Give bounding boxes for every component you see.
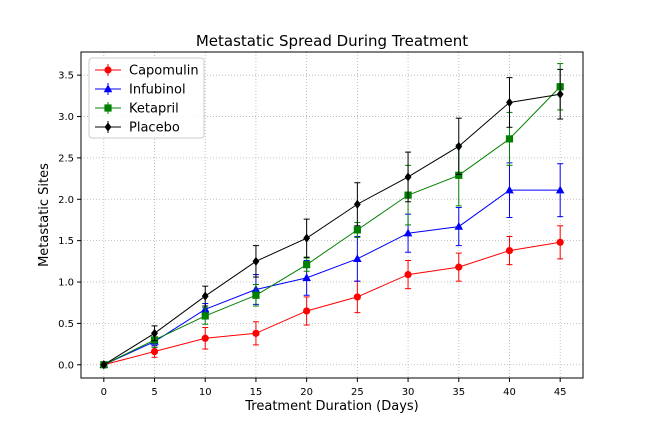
chart-title: Metastatic Spread During Treatment [196, 32, 468, 50]
x-tick-label: 20 [300, 387, 313, 398]
data-point [454, 221, 464, 230]
series-line [103, 93, 561, 366]
x-tick-label: 15 [250, 387, 263, 398]
data-point [150, 347, 159, 356]
legend-box [88, 57, 205, 139]
y-tick-label: 3.0 [58, 112, 74, 123]
data-point [100, 360, 108, 370]
legend-marker [103, 84, 113, 93]
x-tick-label: 30 [402, 387, 415, 398]
series-line [103, 241, 561, 366]
y-tick-label: 0.5 [58, 319, 74, 330]
legend-label: Infubinol [129, 83, 186, 98]
x-tick-label: 45 [554, 387, 567, 398]
data-point [201, 334, 209, 342]
data-series [99, 63, 565, 370]
data-point [353, 226, 361, 234]
legend-item-infubinol: Infubinol [95, 83, 186, 98]
x-axis-label: Treatment Duration (Days) [244, 399, 418, 414]
legend-marker [104, 66, 112, 74]
data-point [505, 185, 514, 194]
plot-frame [80, 51, 584, 379]
legend-item-ketapril: Ketapril [95, 102, 179, 117]
data-point [201, 312, 209, 320]
legend-label: Capomulin [129, 64, 199, 79]
data-point [505, 135, 514, 143]
series-line [103, 86, 561, 366]
legend-label: Placebo [129, 121, 180, 136]
data-point [506, 97, 513, 108]
data-point [303, 307, 311, 315]
data-point [252, 329, 260, 337]
data-point [556, 89, 564, 99]
x-tick-label: 10 [199, 387, 212, 398]
legend: Capomulin Infubinol Ketapril Placebo [88, 57, 205, 139]
y-tick-label: 3.5 [58, 71, 74, 82]
y-tick-label: 1.5 [58, 236, 74, 247]
data-point [353, 293, 361, 301]
data-point [303, 261, 311, 269]
series-line [103, 189, 561, 366]
data-point [201, 291, 209, 301]
data-point [353, 199, 361, 209]
series-infubinol [99, 162, 565, 368]
data-point [505, 246, 514, 255]
x-tick-label: 5 [151, 387, 157, 398]
y-tick-label: 2.0 [58, 195, 74, 206]
legend-item-placebo: Placebo [95, 121, 180, 136]
data-point [555, 185, 565, 194]
axis-ticks: 0 5 10 15 20 25 30 35 40 45 0.0 0.5 1.0 1.5 2.0 2.5 3.0 3… [58, 71, 566, 398]
data-point [403, 228, 413, 237]
x-tick-label: 0 [101, 387, 107, 398]
data-point [455, 263, 463, 271]
legend-item-capomulin: Capomulin [95, 64, 199, 79]
series-placebo [100, 68, 564, 370]
data-point [404, 172, 412, 182]
data-point [302, 273, 311, 282]
x-tick-label: 40 [503, 387, 516, 398]
x-tick-label: 25 [351, 387, 364, 398]
x-tick-label: 35 [452, 387, 465, 398]
data-point [151, 328, 158, 338]
data-point [303, 233, 311, 243]
data-point [455, 171, 463, 179]
data-point [556, 238, 564, 246]
data-point [455, 141, 463, 151]
data-point [252, 291, 260, 299]
legend-marker [104, 104, 112, 112]
y-tick-label: 1.0 [58, 278, 74, 289]
data-point [252, 256, 260, 266]
legend-marker [104, 122, 112, 132]
y-tick-label: 2.5 [58, 153, 74, 164]
legend-label: Ketapril [129, 102, 179, 117]
data-point [404, 270, 412, 279]
data-point [353, 254, 362, 263]
y-tick-label: 0.0 [58, 360, 74, 371]
y-axis-label: Metastatic Sites [37, 163, 52, 267]
